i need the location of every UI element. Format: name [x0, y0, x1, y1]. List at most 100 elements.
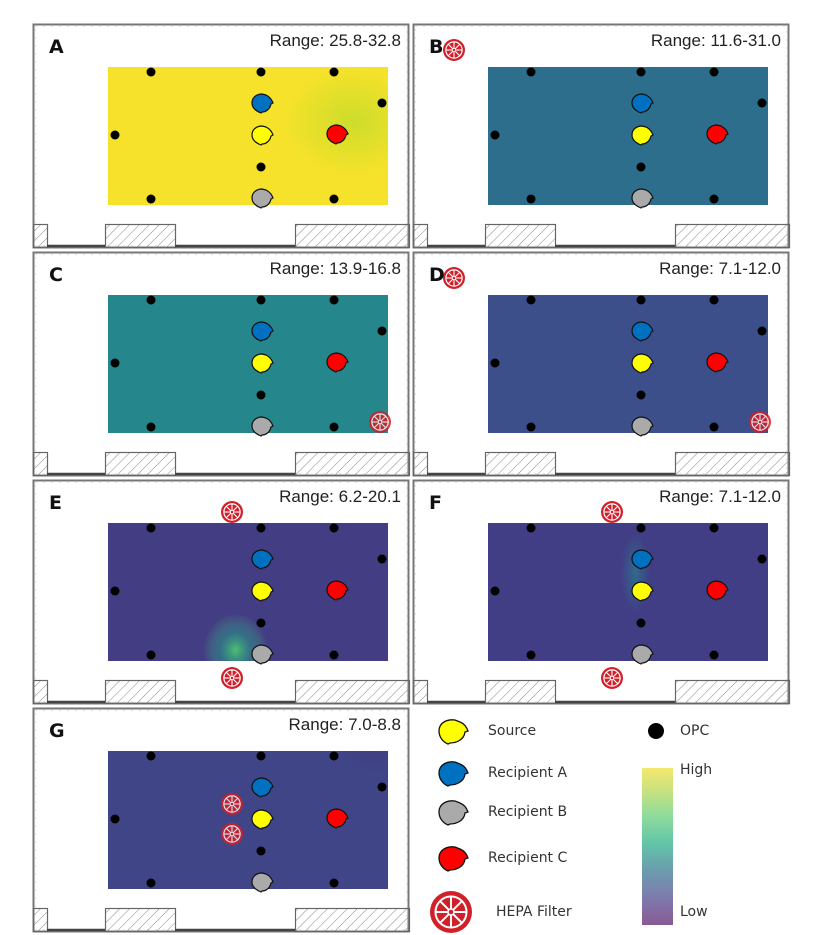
recipient-b-head-icon: [251, 644, 274, 665]
opc-dot: [329, 523, 339, 533]
panel-letter: E: [49, 492, 62, 514]
range-label: Range: 7.1-12.0: [659, 487, 781, 506]
opc-dot: [329, 878, 339, 888]
hatched-fixture: [412, 451, 429, 477]
recipient-a-head-icon: [631, 321, 654, 342]
panel-f: F Range: 7.1-12.0: [412, 479, 791, 705]
recipient-b-head-icon: [251, 872, 274, 893]
legend-label-recipient-b: Recipient B: [488, 804, 568, 820]
opc-dot: [709, 422, 719, 432]
opc-dot: [256, 390, 266, 400]
recipient-b-head-icon: [631, 188, 654, 209]
hatched-fixture: [674, 223, 791, 249]
hepa-filter-icon: [221, 793, 243, 815]
hatched-fixture: [412, 679, 429, 705]
opc-dot: [709, 67, 719, 77]
legend-label-recipient-c: Recipient C: [488, 850, 568, 866]
hatched-fixture: [104, 679, 177, 705]
opc-dot: [709, 523, 719, 533]
source-head-icon: [251, 809, 274, 830]
source-head-icon: [438, 719, 469, 745]
recipient-b-head-icon: [251, 188, 274, 209]
floor-plan: [412, 479, 791, 705]
opc-dot: [490, 586, 500, 596]
legend-label-hepa-filter: HEPA Filter: [496, 904, 572, 920]
hatched-fixture: [32, 451, 49, 477]
recipient-a-head-icon: [251, 777, 274, 798]
recipient-a-head-icon: [251, 549, 274, 570]
opc-dot: [146, 422, 156, 432]
opc-dot: [377, 98, 387, 108]
opc-dot: [256, 295, 266, 305]
hepa-filter-icon: [221, 667, 243, 689]
range-label: Range: 25.8-32.8: [269, 31, 401, 50]
opc-dot: [526, 194, 536, 204]
opc-dot: [709, 650, 719, 660]
panel-a: A Range: 25.8-32.8: [32, 23, 411, 249]
panel-letter: C: [49, 264, 63, 286]
opc-dot: [377, 326, 387, 336]
recipient-c-head-icon: [326, 124, 349, 145]
opc-dot: [757, 326, 767, 336]
recipient-b-head-icon: [631, 416, 654, 437]
hatched-fixture: [32, 223, 49, 249]
hepa-filter-icon: [430, 891, 472, 933]
opc-dot: [636, 618, 646, 628]
panel-letter: D: [429, 264, 445, 286]
opc-dot: [146, 523, 156, 533]
recipient-c-head-icon: [438, 846, 469, 872]
opc-dot: [146, 295, 156, 305]
range-label: Range: 7.1-12.0: [659, 259, 781, 278]
legend-item-recipient-a: Recipient A: [434, 758, 567, 788]
recipient-b-head-icon: [438, 800, 469, 826]
hepa-filter-icon: [369, 411, 391, 433]
opc-dot: [709, 194, 719, 204]
opc-dot: [146, 650, 156, 660]
floor-plan: [32, 23, 411, 249]
panel-letter: F: [429, 492, 442, 514]
recipient-a-head-icon: [438, 761, 469, 787]
opc-dot: [636, 295, 646, 305]
hatched-fixture: [674, 679, 791, 705]
floor-plan: [412, 23, 791, 249]
legend-label-opc: OPC: [680, 723, 710, 739]
opc-dot: [256, 67, 266, 77]
opc-dot: [256, 523, 266, 533]
opc-dot: [636, 67, 646, 77]
panel-letter: G: [49, 720, 65, 742]
panel-e: E Range: 6.2-20.1: [32, 479, 411, 705]
recipient-c-head-icon: [326, 580, 349, 601]
recipient-c-head-icon: [706, 352, 729, 373]
hatched-fixture: [484, 223, 557, 249]
opc-dot: [256, 162, 266, 172]
opc-dot: [526, 295, 536, 305]
concentration-heatmap: [488, 67, 768, 205]
hatched-fixture: [104, 223, 177, 249]
hatched-fixture: [32, 679, 49, 705]
floor-plan: [32, 479, 411, 705]
panel-b: B Range: 11.6-31.0: [412, 23, 791, 249]
panel-c: C Range: 13.9-16.8: [32, 251, 411, 477]
source-head-icon: [251, 125, 274, 146]
hatched-fixture: [294, 223, 411, 249]
hatched-fixture: [484, 451, 557, 477]
legend-label-source: Source: [488, 723, 537, 739]
opc-dot: [526, 67, 536, 77]
hepa-filter-icon: [601, 501, 623, 523]
recipient-c-head-icon: [326, 808, 349, 829]
panel-letter: B: [429, 36, 444, 58]
opc-dot: [146, 878, 156, 888]
panel-letter: A: [49, 36, 64, 58]
source-head-icon: [631, 353, 654, 374]
recipient-a-head-icon: [251, 321, 274, 342]
legend-item-opc: OPC: [646, 721, 709, 741]
floor-plan: [412, 251, 791, 477]
range-label: Range: 13.9-16.8: [269, 259, 401, 278]
hatched-fixture: [32, 907, 49, 933]
colorbar: [642, 768, 673, 925]
opc-dot: [110, 814, 120, 824]
opc-dot: [757, 554, 767, 564]
opc-dot: [709, 295, 719, 305]
recipient-a-head-icon: [631, 549, 654, 570]
colorbar-high-label: High: [680, 762, 713, 778]
